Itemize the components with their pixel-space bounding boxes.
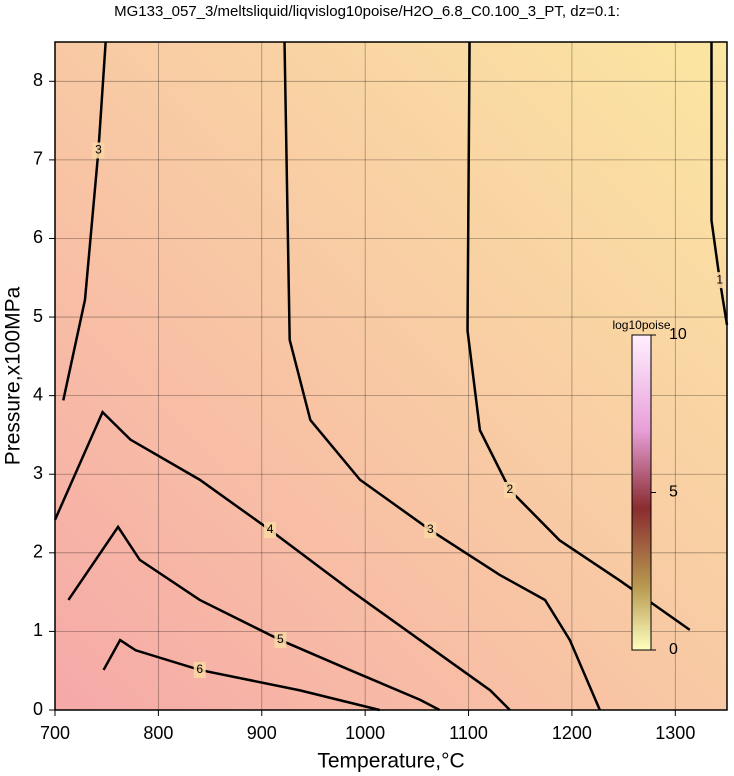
y-axis-label: Pressure,x100MPa bbox=[2, 286, 25, 465]
x-tick-label: 1100 bbox=[449, 723, 488, 743]
contour-line bbox=[102, 638, 380, 712]
contour-label: 1 bbox=[716, 272, 723, 286]
y-tick-label: 4 bbox=[33, 384, 43, 404]
y-tick-label: 6 bbox=[33, 227, 43, 247]
contour-label-bg bbox=[274, 632, 287, 649]
contour-label-bg bbox=[193, 661, 206, 678]
plot-frame bbox=[54, 41, 728, 711]
y-tick-label: 3 bbox=[33, 463, 43, 483]
x-axis-label: Temperature,°C bbox=[317, 750, 464, 773]
x-tick-label: 700 bbox=[40, 723, 70, 743]
x-tick-label: 1200 bbox=[552, 723, 592, 743]
contour-label: 3 bbox=[427, 522, 434, 536]
contour-label: 4 bbox=[267, 522, 274, 536]
y-tick-label: 7 bbox=[33, 149, 43, 169]
y-tick-label: 0 bbox=[33, 699, 43, 719]
contour-label-bg bbox=[713, 272, 726, 289]
x-tick-label: 1300 bbox=[655, 723, 695, 743]
contour-label: 5 bbox=[277, 632, 284, 646]
y-tick-label: 2 bbox=[33, 542, 43, 562]
contour-label-bg bbox=[264, 522, 277, 539]
y-tick-label: 5 bbox=[33, 306, 43, 326]
y-tick-label: 1 bbox=[33, 620, 43, 640]
contour-label: 3 bbox=[95, 143, 102, 157]
colorbar-label: log10poise bbox=[612, 318, 670, 332]
contour-label: 2 bbox=[507, 482, 514, 496]
contour-line bbox=[67, 524, 441, 712]
contour-label: 6 bbox=[196, 662, 203, 676]
contour-line bbox=[710, 42, 729, 326]
chart-title: MG133_057_3/meltsliquid/liqvislog10poise… bbox=[114, 3, 620, 20]
contour-label-bg bbox=[424, 522, 437, 539]
contour-label-bg bbox=[92, 142, 105, 159]
contour-line bbox=[62, 41, 107, 401]
x-tick-label: 1000 bbox=[345, 723, 385, 743]
contour-label-bg bbox=[503, 481, 516, 498]
x-tick-label: 900 bbox=[247, 723, 277, 743]
plot-background bbox=[55, 42, 727, 710]
y-tick-label: 8 bbox=[33, 70, 43, 90]
colorbar-tick-label: 5 bbox=[669, 484, 678, 501]
colorbar bbox=[631, 334, 652, 651]
colorbar-tick-label: 10 bbox=[669, 326, 687, 343]
x-tick-label: 800 bbox=[143, 723, 173, 743]
colorbar-tick-label: 0 bbox=[669, 641, 678, 658]
